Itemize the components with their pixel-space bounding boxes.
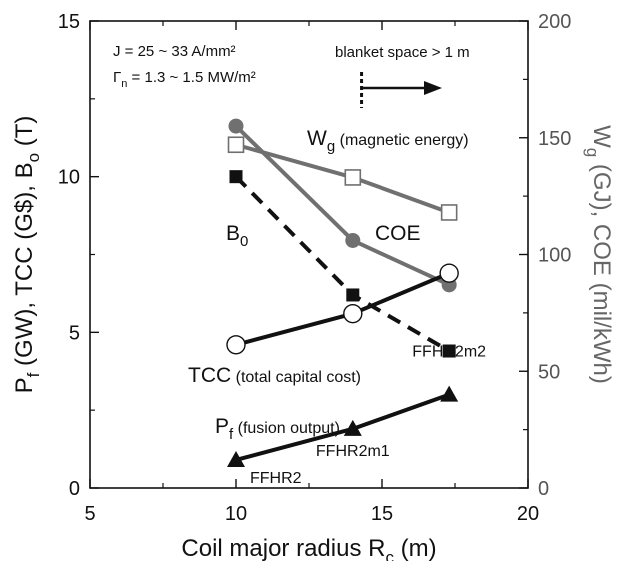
point-label: FFHR2m1: [316, 443, 390, 460]
y-left-tick-label: 10: [58, 167, 80, 189]
series-label-pf: Pf (fusion output): [215, 415, 340, 443]
data-point: [226, 335, 246, 355]
x-tick-label: 5: [84, 503, 95, 525]
series-label-tcc: TCC (total capital cost): [188, 364, 361, 387]
x-axis-label: Coil major radius Rc (m): [181, 535, 436, 561]
plot-frame: [89, 20, 529, 489]
annotation-current-density: J = 25 ~ 33 A/mm²: [113, 43, 236, 60]
y-left-tick-label: 15: [58, 11, 80, 33]
series-wg: [227, 136, 458, 221]
y-right-tick-label: 200: [538, 11, 571, 33]
data-point: [346, 288, 360, 302]
data-point: [229, 170, 243, 184]
y-right-tick-label: 0: [538, 478, 549, 500]
y-right-tick-label: 50: [538, 361, 560, 383]
data-point: [440, 204, 458, 221]
y-left-tick-label: 5: [69, 322, 80, 344]
data-point: [343, 303, 363, 324]
point-label: FFHR2: [250, 470, 302, 487]
data-point: [345, 232, 361, 248]
y-left-tick-label: 0: [69, 478, 80, 500]
annotation-blanket: blanket space > 1 m: [335, 44, 470, 61]
data-point: [440, 385, 459, 402]
label-layer: Coil major radius Rc (m) Pf (GW), TCC (G$…: [11, 43, 615, 561]
point-label: FFHR2m2: [412, 344, 486, 361]
data-point: [343, 419, 362, 436]
series-label-wg: Wg (magnetic energy): [307, 127, 469, 155]
x-tick-label: 20: [517, 503, 539, 525]
y-axis-left-label: Pf (GW), TCC (G$), Bo (T): [11, 116, 43, 394]
x-tick-label: 10: [225, 503, 247, 525]
data-point: [439, 263, 459, 283]
data-point: [344, 169, 362, 186]
annotation-neutron-wall-load: Γn = 1.3 ~ 1.5 MW/m²: [113, 69, 256, 90]
y-right-tick-label: 100: [538, 245, 571, 267]
series-line-coe: [234, 124, 450, 287]
y-right-tick-label: 150: [538, 128, 571, 150]
data-point: [227, 450, 245, 467]
blanket-arrow-head: [424, 81, 442, 95]
x-tick-label: 15: [371, 503, 393, 525]
data-point: [228, 118, 244, 134]
series-layer: [226, 118, 459, 467]
series-label-b0: B0: [226, 222, 248, 250]
y-axis-right-label: Wg (GJ), COE (mil/kWh): [583, 125, 615, 384]
data-point: [442, 344, 456, 358]
series-tcc: [226, 263, 459, 355]
series-b0: [229, 170, 456, 358]
series-label-coe: COE: [375, 222, 421, 245]
data-point: [227, 136, 245, 154]
series-pf: [227, 385, 459, 467]
